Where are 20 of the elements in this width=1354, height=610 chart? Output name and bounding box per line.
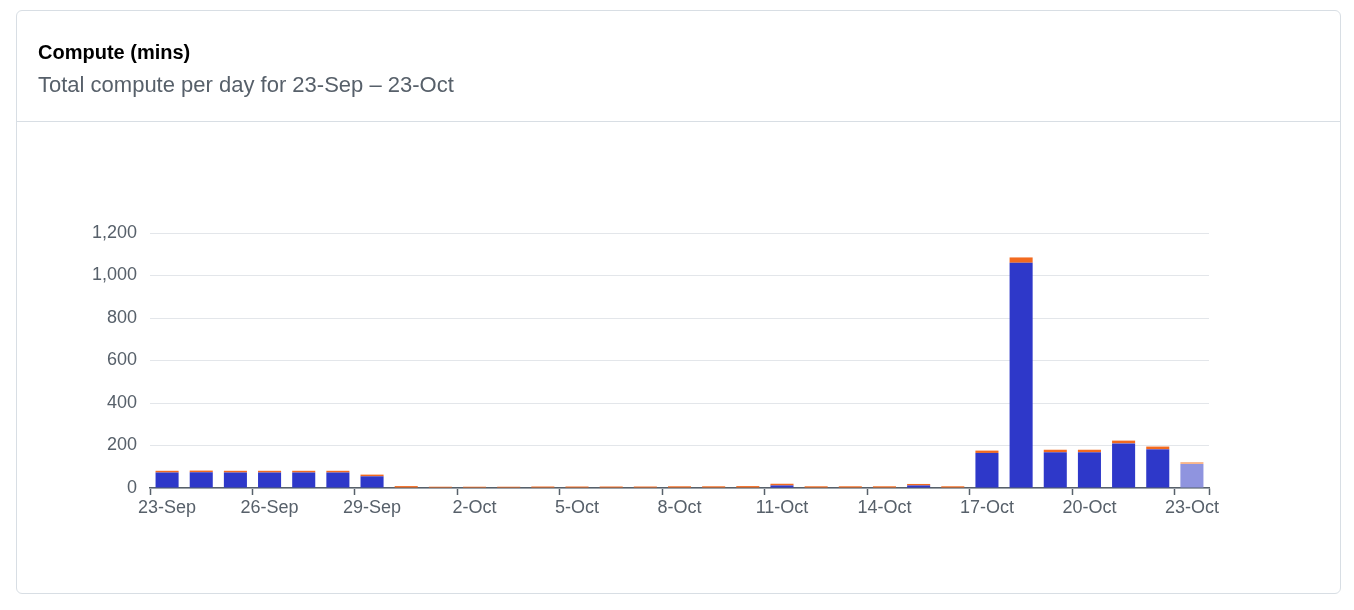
y-tick-label: 200 [106,434,137,455]
y-tick-label: 400 [106,391,137,412]
x-tick-label: 20-Oct [1062,496,1117,517]
chart-subtitle: Total compute per day for 23-Sep – 23-Oct [38,72,454,98]
y-tick-label: 600 [106,349,137,370]
y-tick-label: 1,200 [91,221,137,242]
y-tick-label: 0 [126,476,137,497]
x-tick-label: 14-Oct [857,496,912,517]
x-tick-label: 26-Sep [240,496,299,517]
x-tick-label: 11-Oct [755,496,809,517]
y-tick-label: 1,000 [91,264,137,285]
x-tick-label: 17-Oct [959,496,1014,517]
y-tick-label: 800 [106,306,137,327]
x-tick-label: 29-Sep [343,496,402,517]
x-tick-label: 2-Oct [452,496,497,517]
x-tick-label: 23-Oct [1164,496,1219,517]
x-tick-label: 5-Oct [555,496,600,517]
x-tick-label: 8-Oct [657,496,702,517]
x-tick-label: 23-Sep [138,496,197,517]
chart-title: Compute (mins) [38,40,191,64]
